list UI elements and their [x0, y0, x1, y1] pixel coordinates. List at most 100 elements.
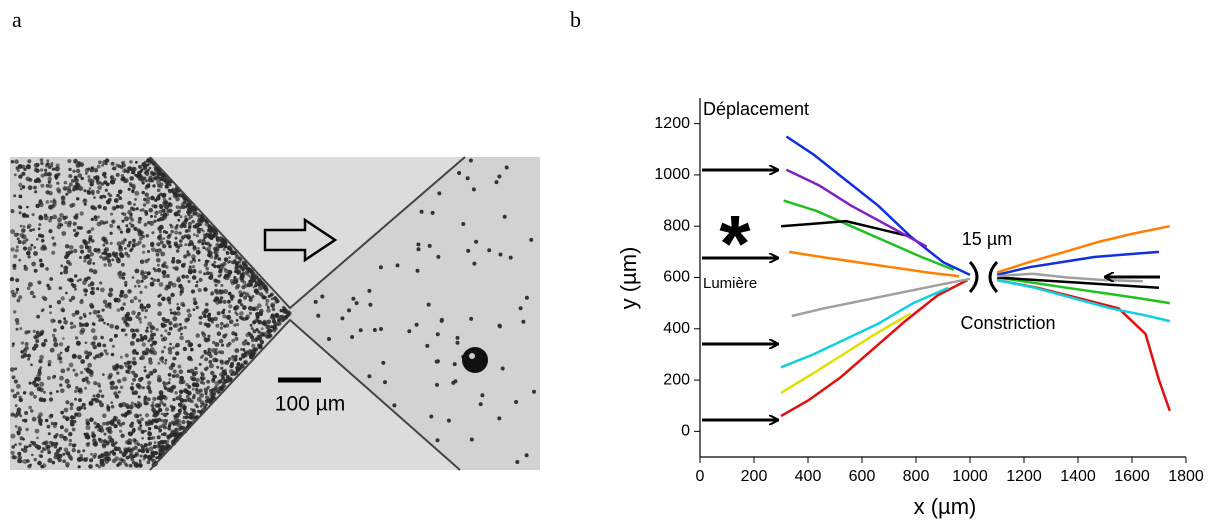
- cell: [143, 222, 148, 227]
- cell: [179, 431, 182, 435]
- cell: [191, 210, 195, 213]
- cell: [240, 303, 244, 307]
- cell: [68, 245, 74, 250]
- cell: [116, 446, 122, 452]
- cell: [36, 237, 39, 241]
- cell: [91, 398, 95, 402]
- cell: [46, 283, 50, 288]
- cell: [244, 316, 249, 321]
- cell: [162, 381, 166, 385]
- cell: [61, 308, 65, 313]
- cell: [204, 395, 210, 400]
- cell: [165, 274, 170, 278]
- cell: [80, 249, 85, 254]
- cell: [168, 197, 172, 201]
- trajectory: [780, 278, 968, 418]
- cell: [78, 186, 84, 191]
- cell: [101, 172, 107, 177]
- cell: [221, 310, 225, 315]
- cell: [149, 281, 155, 287]
- cell: [67, 220, 72, 225]
- cell: [175, 259, 181, 264]
- cell: [160, 412, 164, 416]
- cell: [158, 293, 162, 297]
- cell: [67, 188, 72, 194]
- x-tick-label: 1600: [1114, 468, 1150, 485]
- trajectory: [785, 135, 971, 277]
- cell: [83, 406, 87, 410]
- cell: [165, 439, 170, 444]
- cell: [63, 320, 68, 325]
- cell: [231, 355, 235, 359]
- cell: [129, 299, 134, 304]
- cell: [112, 451, 117, 456]
- cell: [87, 248, 92, 253]
- cell: [272, 325, 277, 330]
- cell: [150, 242, 155, 247]
- y-tick-label: 1200: [654, 115, 690, 132]
- cell: [313, 299, 318, 304]
- cell: [38, 368, 42, 372]
- cell: [77, 465, 81, 469]
- cell: [46, 424, 51, 429]
- cell: [152, 368, 158, 374]
- cell: [43, 172, 49, 177]
- cell: [16, 169, 20, 173]
- cell: [156, 196, 161, 201]
- cell: [430, 210, 435, 215]
- cell: [218, 338, 224, 344]
- cell: [367, 288, 372, 293]
- cell: [36, 386, 42, 392]
- cell: [179, 375, 185, 381]
- cell: [144, 179, 148, 183]
- cell: [120, 240, 126, 245]
- cell: [89, 252, 95, 257]
- cell: [70, 295, 76, 301]
- cell: [49, 277, 54, 281]
- cell: [247, 274, 250, 277]
- cell: [215, 243, 220, 247]
- cell: [132, 360, 137, 366]
- cell: [110, 175, 115, 180]
- cell: [179, 286, 185, 291]
- x-tick-label: 1000: [952, 468, 988, 485]
- cell: [134, 451, 139, 456]
- cell: [247, 305, 253, 311]
- cell: [10, 388, 15, 393]
- cell: [137, 395, 141, 399]
- cell: [208, 235, 212, 240]
- cell: [205, 271, 210, 276]
- cell: [18, 442, 22, 446]
- cell: [472, 261, 477, 266]
- cell: [58, 342, 64, 347]
- cell: [141, 208, 145, 212]
- cell: [254, 306, 259, 311]
- cell: [147, 442, 151, 447]
- cell: [367, 374, 372, 379]
- cell: [125, 311, 131, 316]
- cell: [124, 216, 129, 222]
- y-tick-label: 200: [663, 371, 690, 388]
- cell: [15, 291, 19, 294]
- cell: [139, 217, 143, 221]
- cell: [118, 364, 123, 369]
- cell: [35, 334, 40, 339]
- cell: [96, 177, 100, 181]
- channel-wall: [149, 156, 466, 310]
- cell: [64, 416, 70, 422]
- cell: [39, 158, 44, 163]
- cell: [133, 438, 137, 442]
- cell: [105, 352, 109, 356]
- cell: [88, 237, 93, 242]
- cell: [225, 250, 229, 254]
- cell: [57, 353, 61, 358]
- cell: [87, 178, 93, 183]
- cell: [109, 231, 113, 235]
- cell: [16, 298, 21, 303]
- cell: [43, 448, 46, 451]
- trajectory: [996, 276, 1160, 290]
- cell: [54, 451, 60, 457]
- cell: [105, 456, 110, 461]
- cell: [186, 203, 191, 208]
- cell: [195, 389, 201, 395]
